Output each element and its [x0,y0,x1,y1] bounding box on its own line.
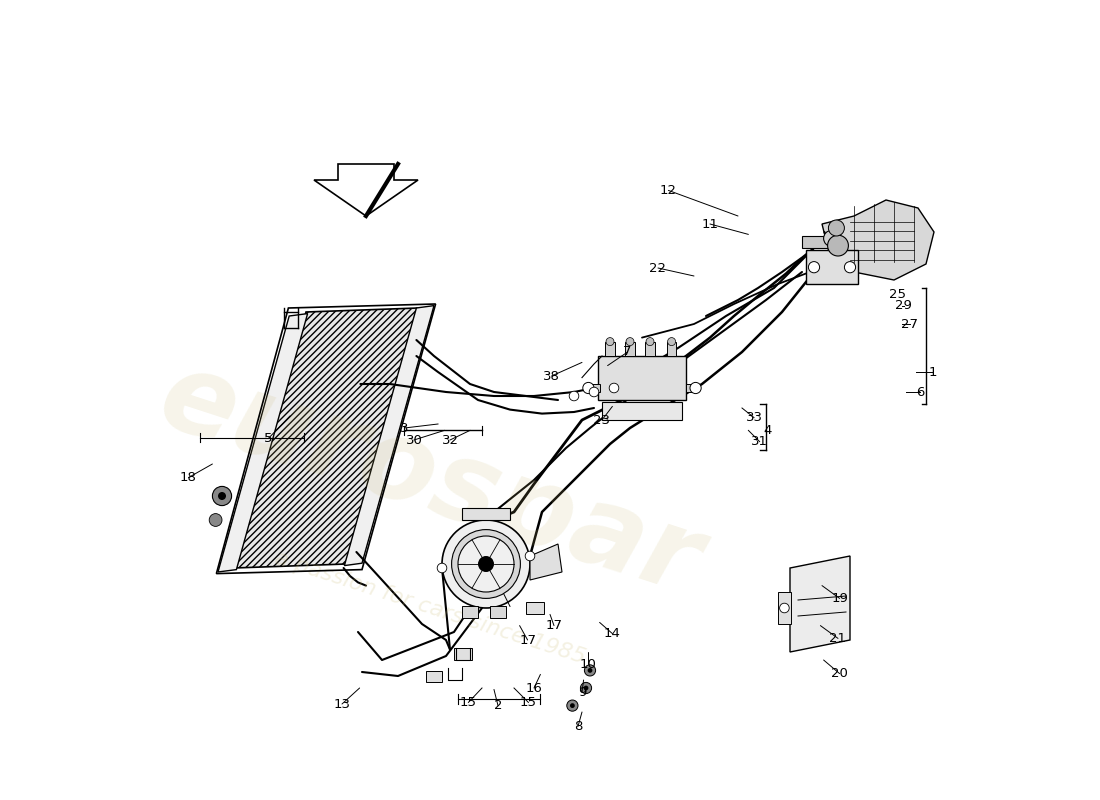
Text: 20: 20 [832,667,848,680]
Bar [526,602,543,614]
Polygon shape [822,200,934,280]
Circle shape [566,700,578,711]
Text: 23: 23 [594,414,610,426]
Circle shape [845,262,856,273]
Bar [598,356,686,400]
Circle shape [218,492,226,500]
Circle shape [824,230,839,246]
Bar [802,236,838,248]
Text: 5: 5 [264,432,273,445]
Bar [462,606,478,618]
Text: 22: 22 [649,262,667,274]
Text: 29: 29 [895,299,912,312]
Bar [588,384,600,392]
Bar [605,342,615,356]
Circle shape [452,530,520,598]
Bar [462,508,510,520]
Circle shape [478,556,494,572]
Text: 2: 2 [494,699,503,712]
Circle shape [584,665,595,676]
Text: a passion for cars since 1985: a passion for cars since 1985 [272,548,588,668]
Circle shape [606,338,614,346]
Text: 12: 12 [660,184,676,197]
Text: 31: 31 [751,435,768,448]
Circle shape [583,382,594,394]
Text: 38: 38 [543,370,560,382]
Text: 30: 30 [406,434,422,446]
Text: 13: 13 [333,698,351,710]
Circle shape [458,536,514,592]
Circle shape [587,668,593,673]
Circle shape [646,338,654,346]
Text: 16: 16 [526,682,542,694]
Text: 8: 8 [574,720,582,733]
Text: 6: 6 [916,386,925,398]
Text: 9: 9 [578,686,586,698]
Text: 27: 27 [902,318,918,330]
Bar [806,250,858,284]
Polygon shape [790,556,850,652]
Text: 21: 21 [829,632,847,645]
Text: 7: 7 [624,346,631,358]
Bar [602,402,682,420]
Circle shape [780,603,789,613]
Bar [490,606,506,618]
Circle shape [437,563,447,573]
Text: 17: 17 [546,619,562,632]
Text: 17: 17 [519,634,536,646]
Circle shape [209,514,222,526]
Text: 4: 4 [763,424,772,437]
Text: 15: 15 [520,696,537,709]
Text: 1: 1 [928,366,936,378]
Circle shape [212,486,232,506]
Circle shape [668,338,675,346]
Circle shape [609,383,619,393]
Bar [686,384,697,392]
Circle shape [827,235,848,256]
Bar [646,342,654,356]
Text: 3: 3 [400,422,409,434]
Polygon shape [234,308,418,568]
Text: 18: 18 [180,471,197,484]
Circle shape [525,551,535,561]
Bar [625,342,635,356]
Bar [426,671,442,682]
Text: 11: 11 [702,218,718,230]
Text: 10: 10 [580,658,597,670]
Text: 32: 32 [441,434,459,446]
Text: 19: 19 [832,592,848,605]
Text: 14: 14 [604,627,620,640]
Polygon shape [218,314,308,572]
Circle shape [626,338,634,346]
Polygon shape [530,544,562,580]
Bar [778,592,791,624]
Polygon shape [344,306,434,566]
Bar [454,648,472,660]
Circle shape [808,262,820,273]
Text: 25: 25 [890,288,906,301]
Circle shape [584,686,588,690]
Circle shape [690,382,701,394]
Circle shape [590,387,598,397]
Text: 33: 33 [746,411,762,424]
Polygon shape [314,164,418,216]
Circle shape [569,391,579,401]
Circle shape [828,220,845,236]
Text: eurospar: eurospar [146,342,713,618]
Circle shape [442,520,530,608]
Circle shape [570,703,575,708]
Circle shape [581,682,592,694]
Text: 15: 15 [460,696,477,709]
Bar [667,342,676,356]
